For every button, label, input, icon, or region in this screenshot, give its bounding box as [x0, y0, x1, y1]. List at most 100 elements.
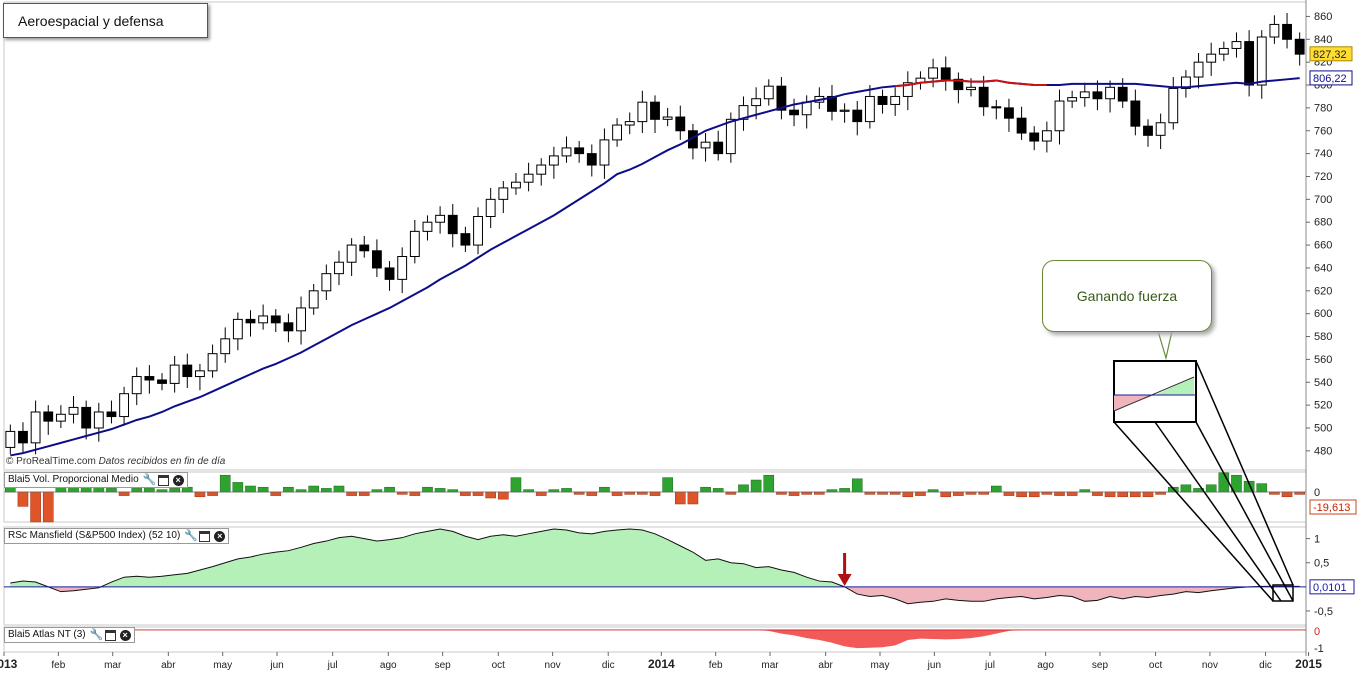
- volume-bar: [826, 489, 838, 493]
- volume-bar: [396, 491, 408, 495]
- annotation-callout: Ganando fuerza: [1042, 260, 1212, 332]
- window-icon[interactable]: [199, 530, 211, 542]
- candle: [93, 411, 104, 429]
- window-icon[interactable]: [104, 629, 116, 641]
- volume-bar: [864, 491, 876, 495]
- volume-bar: [523, 489, 534, 493]
- volume-bar: [1205, 484, 1217, 493]
- candle: [890, 95, 901, 105]
- volume-bar: [561, 488, 572, 493]
- x-tick-label: mar: [104, 660, 122, 671]
- candle: [1269, 23, 1280, 38]
- volume-bar: [788, 491, 800, 496]
- candle: [30, 411, 41, 444]
- candle: [864, 95, 875, 123]
- x-tick-label: feb: [51, 660, 65, 671]
- candle: [473, 215, 483, 246]
- candle: [1130, 100, 1141, 127]
- candle: [713, 141, 724, 155]
- candle: [485, 198, 496, 217]
- volume-bar: [649, 491, 661, 496]
- volume-bar: [839, 488, 850, 493]
- candle: [371, 250, 382, 269]
- candle: [119, 393, 130, 418]
- moving-average-line: [10, 77, 1300, 457]
- volume-bar: [17, 491, 29, 507]
- candle: [460, 233, 471, 246]
- candle: [1218, 47, 1229, 55]
- volume-bar: [156, 489, 168, 493]
- candle: [1193, 61, 1204, 78]
- candle: [1004, 107, 1014, 119]
- y-tick-label: 520: [1314, 400, 1332, 412]
- volume-bar: [270, 491, 282, 496]
- volume-bar: [194, 491, 206, 498]
- y-tick-label: 660: [1314, 240, 1332, 252]
- volume-bar: [118, 491, 130, 496]
- x-tick-label: feb: [709, 660, 723, 671]
- atlas-indicator-name: Blai5 Atlas NT (3): [8, 629, 86, 640]
- x-tick-label: may: [213, 660, 232, 671]
- y-tick-label: 500: [1314, 422, 1332, 434]
- candle: [43, 411, 54, 422]
- volume-bar: [674, 491, 686, 505]
- candle: [511, 181, 521, 189]
- zoom-rs-line: [1113, 376, 1195, 412]
- candle: [321, 273, 332, 292]
- volume-bar: [219, 474, 231, 493]
- close-icon[interactable]: ×: [172, 474, 184, 486]
- volume-bar: [851, 478, 863, 493]
- candle: [1231, 41, 1242, 49]
- candle: [55, 413, 66, 422]
- candle: [1029, 132, 1040, 142]
- candle: [763, 85, 774, 100]
- volume-bar: [308, 485, 320, 493]
- x-tick-label: mar: [761, 660, 779, 671]
- candle: [877, 95, 888, 105]
- wrench-icon[interactable]: 🔧: [89, 628, 104, 641]
- rs-value-label: 0,0101: [1313, 582, 1347, 594]
- callout-tail: [1157, 330, 1173, 361]
- moving-average-decline: [895, 79, 1047, 88]
- rs-tick-label: 1: [1314, 534, 1320, 546]
- candle: [131, 376, 142, 395]
- volume-bar: [1218, 472, 1230, 493]
- candle: [5, 430, 16, 448]
- y-tick-label: 680: [1314, 217, 1332, 229]
- volume-bar: [902, 491, 914, 498]
- wrench-icon[interactable]: 🔧: [184, 529, 199, 542]
- x-tick-label: oct: [1149, 660, 1163, 671]
- zoom-connector-line: [1154, 421, 1282, 602]
- ma-value-label: 806,22: [1313, 73, 1347, 85]
- volume-bar: [1281, 491, 1293, 498]
- close-icon[interactable]: ×: [119, 629, 131, 641]
- volume-bar: [144, 488, 155, 493]
- candle: [940, 67, 951, 80]
- volume-bar: [738, 484, 749, 493]
- y-tick-label: 760: [1314, 125, 1332, 137]
- x-tick-label: jul: [327, 660, 338, 671]
- x-tick-label: may: [871, 660, 890, 671]
- volume-bar: [990, 485, 1002, 493]
- y-tick-label: 640: [1314, 262, 1332, 274]
- candle: [1168, 87, 1179, 124]
- chart-title: Aeroespacial y defensa: [3, 3, 208, 38]
- volume-bar: [106, 488, 117, 493]
- wrench-icon[interactable]: 🔧: [142, 473, 157, 486]
- candle: [561, 147, 572, 157]
- volume-bar: [953, 491, 964, 496]
- candle: [270, 315, 281, 324]
- volume-bar: [422, 486, 433, 493]
- window-icon[interactable]: [157, 474, 169, 486]
- close-icon[interactable]: ×: [214, 530, 226, 542]
- y-tick-label: 720: [1314, 171, 1332, 183]
- credit-site: © ProRealTime.com: [6, 456, 96, 467]
- rs-value-badge: [1309, 579, 1355, 595]
- rs-positive-area: [10, 529, 1300, 587]
- candle: [157, 379, 167, 384]
- rs-tick-label: 0,5: [1314, 558, 1329, 570]
- volume-bar: [940, 491, 952, 498]
- candle: [18, 430, 28, 444]
- x-tick-label: sep: [435, 660, 452, 671]
- x-tick-label: jun: [269, 660, 283, 671]
